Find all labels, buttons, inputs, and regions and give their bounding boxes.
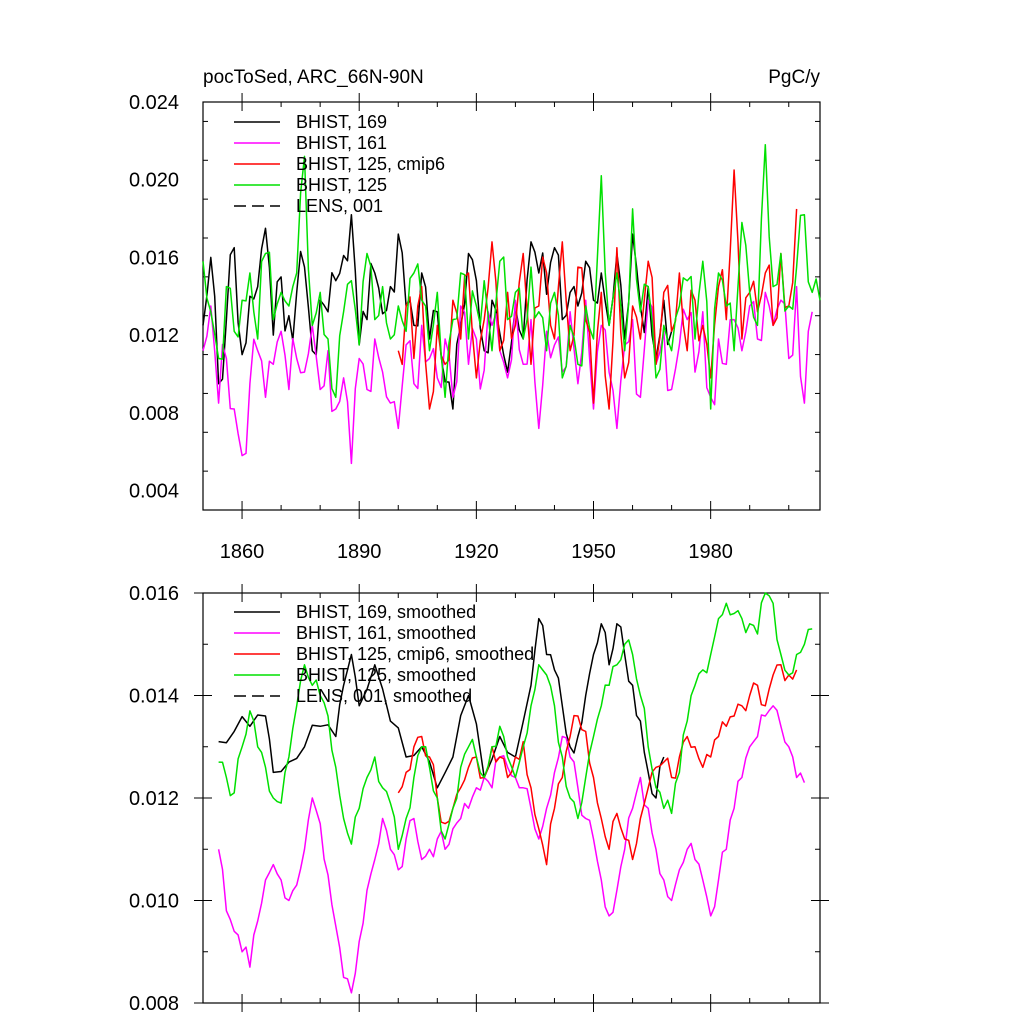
legend-label: LENS, 001 — [296, 196, 383, 216]
y-tick-label: 0.012 — [129, 788, 179, 810]
series-line-bhist-169-smoothed — [218, 617, 665, 799]
y-tick-label: 0.016 — [129, 583, 179, 605]
legend-label: BHIST, 161 — [296, 133, 387, 153]
legend-label: LENS, 001, smoothed — [296, 686, 472, 706]
y-tick-label: 0.010 — [129, 891, 179, 913]
legend-label: BHIST, 161, smoothed — [296, 623, 476, 643]
top-panel-units: PgC/y — [768, 67, 820, 88]
y-tick-label: 0.024 — [129, 92, 179, 114]
series-line-bhist-125-cmip6 — [397, 169, 798, 410]
x-tick-label: 1920 — [454, 541, 499, 563]
legend-label: BHIST, 125, smoothed — [296, 665, 476, 685]
top-panel: pocToSed, ARC_66N-90N PgC/y 1860 1890 1920… — [129, 67, 821, 563]
y-tick-label: 0.012 — [129, 325, 179, 347]
series-line-bhist-125-cmip6-smoothed — [397, 664, 798, 866]
bottom-panel: 0.008 0.010 0.012 0.014 0.016 BHIST, 169, smo… — [129, 583, 829, 1015]
y-tick-label: 0.016 — [129, 247, 179, 269]
legend-label: BHIST, 125, cmip6 — [296, 154, 445, 174]
x-tick-label: 1860 — [220, 541, 265, 563]
x-tick-label: 1980 — [688, 541, 733, 563]
y-tick-label: 0.014 — [129, 686, 179, 708]
series-line-bhist-161-smoothed — [217, 705, 806, 994]
series-line-bhist-169 — [202, 213, 673, 410]
series-line-bhist-125-smoothed — [218, 592, 813, 851]
legend-label: BHIST, 125 — [296, 175, 387, 195]
plot-frame — [202, 101, 821, 511]
y-tick-label: 0.008 — [129, 993, 179, 1015]
legend-label: BHIST, 169 — [296, 112, 387, 132]
legend-label: BHIST, 169, smoothed — [296, 602, 476, 622]
y-tick-label: 0.008 — [129, 403, 179, 425]
series-line-bhist-125 — [202, 143, 821, 410]
top-panel-title: pocToSed, ARC_66N-90N — [203, 67, 424, 88]
legend-label: BHIST, 125, cmip6, smoothed — [296, 644, 534, 664]
y-tick-label: 0.004 — [129, 481, 179, 503]
y-tick-label: 0.020 — [129, 170, 179, 192]
x-tick-label: 1890 — [337, 541, 382, 563]
x-tick-label: 1950 — [571, 541, 616, 563]
